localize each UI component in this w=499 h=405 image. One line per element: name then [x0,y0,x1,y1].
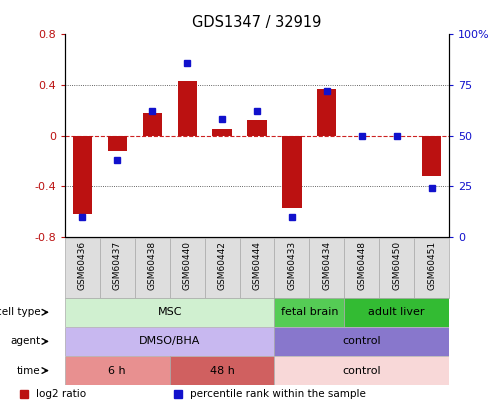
Bar [422,136,441,176]
Bar [282,136,301,208]
Bar [178,81,197,136]
Text: log2 ratio: log2 ratio [36,389,86,399]
Title: GDS1347 / 32919: GDS1347 / 32919 [192,15,322,30]
Bar [65,327,274,356]
Bar [135,238,170,298]
Text: GSM60451: GSM60451 [427,241,436,290]
Bar [274,327,449,356]
Bar [274,356,449,385]
Text: GSM60448: GSM60448 [357,241,366,290]
Bar [108,136,127,151]
Bar [213,129,232,136]
Bar [100,238,135,298]
Bar [170,356,274,385]
Text: GSM60450: GSM60450 [392,241,401,290]
Text: MSC: MSC [157,307,182,317]
Bar [65,238,100,298]
Text: DMSO/BHA: DMSO/BHA [139,337,200,346]
Bar [344,238,379,298]
Bar [344,298,449,327]
Text: 6 h: 6 h [108,366,126,375]
Text: GSM60438: GSM60438 [148,241,157,290]
Text: cell type: cell type [0,307,40,317]
Bar [73,136,92,214]
Text: GSM60433: GSM60433 [287,241,296,290]
Text: control: control [342,337,381,346]
Text: GSM60444: GSM60444 [252,241,261,290]
Bar [65,356,170,385]
Bar [414,238,449,298]
Text: GSM60437: GSM60437 [113,241,122,290]
Text: adult liver: adult liver [368,307,425,317]
Bar [170,238,205,298]
Bar [379,238,414,298]
Bar [248,121,266,136]
Text: GSM60440: GSM60440 [183,241,192,290]
Bar [65,298,274,327]
Bar [274,238,309,298]
Text: GSM60434: GSM60434 [322,241,331,290]
Bar [240,238,274,298]
Text: 48 h: 48 h [210,366,235,375]
Bar [274,298,344,327]
Text: GSM60436: GSM60436 [78,241,87,290]
Text: control: control [342,366,381,375]
Bar [317,89,336,136]
Text: fetal brain: fetal brain [280,307,338,317]
Text: time: time [16,366,40,375]
Text: agent: agent [10,337,40,346]
Text: GSM60442: GSM60442 [218,241,227,290]
Bar [143,113,162,136]
Text: percentile rank within the sample: percentile rank within the sample [190,389,365,399]
Bar [205,238,240,298]
Bar [309,238,344,298]
